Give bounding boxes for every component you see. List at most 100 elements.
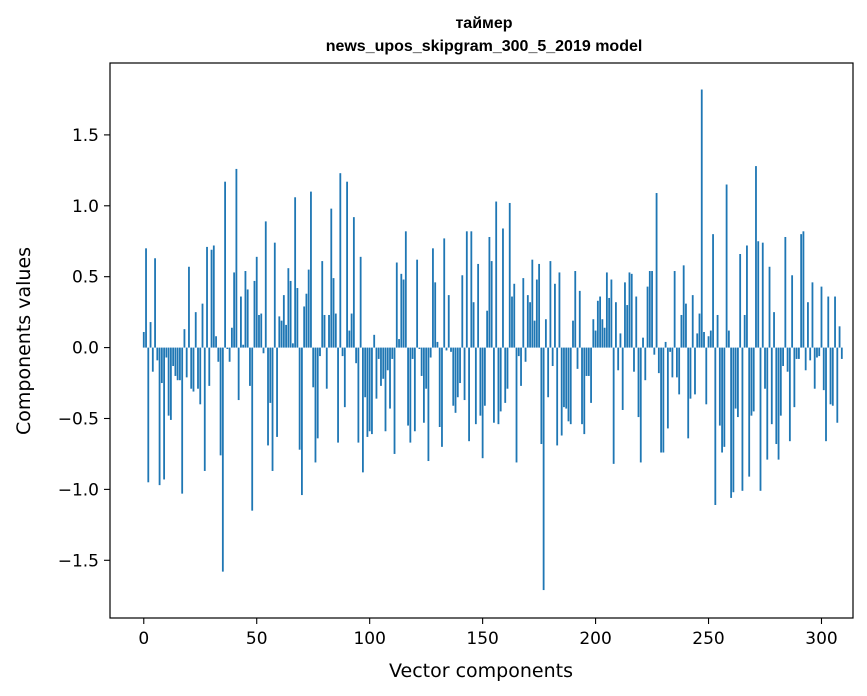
bar-278	[770, 347, 773, 425]
bars-group	[142, 89, 843, 591]
bar-48	[251, 347, 254, 511]
bar-249	[705, 347, 708, 405]
bar-93	[352, 217, 355, 348]
bar-109	[389, 347, 391, 409]
y-axis-ticks: −1.5 −1.0 −0.5 0.0 0.5 1.0 1.5	[58, 126, 110, 571]
bar-55	[267, 347, 269, 446]
bar-42	[237, 347, 240, 401]
bar-106	[382, 347, 385, 379]
bar-111	[393, 347, 396, 454]
bar-243	[691, 295, 694, 348]
bar-252	[712, 234, 714, 348]
bar-153	[488, 236, 491, 348]
bar-246	[698, 313, 701, 348]
bar-65	[289, 280, 292, 348]
bar-97	[362, 347, 364, 473]
bar-101	[371, 347, 373, 435]
bar-180	[549, 261, 552, 348]
bar-273	[759, 347, 762, 491]
bar-169	[524, 347, 527, 362]
bar-304	[829, 347, 832, 405]
bar-44	[242, 344, 245, 348]
bar-281	[777, 347, 780, 460]
bar-115	[402, 279, 405, 348]
bar-271	[755, 166, 757, 348]
x-tick-label: 0	[138, 629, 149, 649]
bar-162	[508, 202, 511, 348]
bar-171	[529, 302, 531, 348]
bar-266	[743, 314, 746, 348]
bar-187	[565, 347, 568, 409]
bar-276	[766, 347, 769, 460]
bar-264	[739, 254, 742, 348]
bar-197	[587, 347, 590, 376]
bar-145	[470, 231, 473, 348]
bar-194	[581, 347, 583, 425]
bar-3	[149, 322, 152, 348]
bar-232	[666, 347, 669, 429]
bar-149	[479, 347, 482, 416]
bar-34	[219, 347, 222, 456]
bar-24	[197, 347, 199, 389]
bar-309	[840, 347, 843, 359]
bar-263	[737, 347, 739, 418]
bar-270	[752, 347, 755, 412]
bar-32	[215, 336, 217, 348]
bar-110	[391, 347, 394, 359]
bar-26	[201, 303, 204, 348]
bar-173	[533, 320, 536, 348]
bar-40	[233, 272, 236, 348]
bar-244	[694, 347, 696, 395]
bar-74	[310, 191, 312, 348]
bar-41	[235, 168, 238, 348]
bar-239	[682, 265, 685, 348]
bar-302	[825, 347, 827, 442]
bar-73	[307, 269, 310, 348]
bar-160	[504, 347, 507, 403]
x-axis-ticks: 0 50 100 150 200 250 300	[138, 618, 838, 649]
bar-236	[676, 347, 678, 378]
y-tick-label: 0.5	[72, 268, 99, 288]
bar-18	[183, 329, 186, 348]
bar-134	[445, 347, 448, 351]
x-tick-label: 250	[692, 629, 724, 649]
bar-19	[185, 347, 188, 378]
bar-185	[560, 347, 563, 436]
bar-23	[194, 312, 197, 348]
x-tick-label: 200	[579, 629, 611, 649]
bar-124	[422, 347, 425, 423]
bar-188	[567, 347, 570, 422]
bar-4	[151, 347, 154, 372]
bar-139	[456, 347, 459, 398]
bar-132	[441, 347, 443, 447]
bar-291	[800, 234, 803, 348]
bar-17	[181, 347, 184, 494]
bar-285	[786, 347, 789, 372]
bar-208	[612, 347, 615, 464]
bar-175	[538, 263, 541, 348]
bar-138	[454, 347, 457, 413]
bar-123	[420, 347, 423, 376]
bar-221	[642, 337, 644, 348]
bar-287	[791, 275, 794, 348]
bar-295	[809, 347, 812, 361]
bar-297	[813, 347, 816, 389]
bar-43	[240, 296, 242, 348]
bar-199	[592, 319, 595, 348]
bar-84	[332, 278, 335, 348]
bar-292	[802, 231, 805, 348]
bar-206	[608, 297, 611, 348]
bar-259	[727, 330, 730, 348]
bar-147	[474, 347, 477, 425]
bar-96	[359, 256, 362, 348]
bar-127	[429, 347, 432, 358]
bar-298	[816, 347, 818, 358]
bar-66	[291, 343, 294, 348]
bar-64	[287, 268, 290, 348]
bar-218	[635, 296, 638, 348]
bar-82	[328, 314, 330, 348]
x-tick-label: 100	[353, 629, 385, 649]
bar-179	[547, 347, 550, 398]
bar-261	[732, 347, 735, 493]
